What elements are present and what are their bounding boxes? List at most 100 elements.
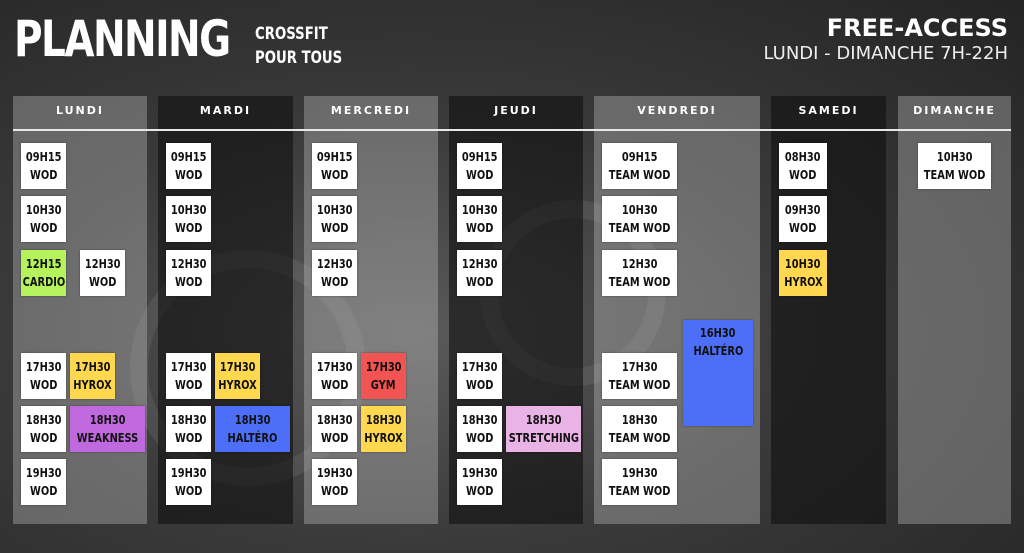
class-name: WOD [465,168,494,182]
class-name: HYROX [218,378,257,392]
class-time: 12H30 [461,257,498,271]
class-time: 19H30 [25,466,62,480]
class-card[interactable]: 19H30 WOD [312,459,357,505]
class-name: WOD [465,484,494,498]
class-name: WOD [174,275,203,289]
class-name: WOD [174,484,203,498]
class-name: WOD [174,378,203,392]
class-card[interactable]: 18H30 WOD [21,406,66,452]
class-name: WOD [465,275,494,289]
class-card[interactable]: 08H30 WOD [779,143,827,189]
day-name: MARDI [199,104,252,117]
class-name: WOD [320,275,349,289]
page-title: PLANNING [14,10,231,68]
class-card[interactable]: 17H30 TEAM WOD [602,353,677,399]
subtitle-line: CROSSFIT [255,24,328,44]
class-time: 18H30 [461,413,498,427]
class-name: HYROX [364,431,403,445]
class-time: 19H30 [316,466,353,480]
class-card[interactable]: 12H30 WOD [166,250,211,296]
day-name: VENDREDI [637,104,717,117]
class-time: 19H30 [621,466,658,480]
class-name: CARDIO [22,275,65,289]
class-card[interactable]: 17H30 WOD [166,353,211,399]
class-card[interactable]: 10H30 HYROX [779,250,827,296]
class-card[interactable]: 18H30 WEAKNESS [70,406,145,452]
class-card[interactable]: 19H30 WOD [21,459,66,505]
class-card[interactable]: 10H30 WOD [312,196,357,242]
class-time: 17H30 [365,360,402,374]
class-name: WOD [88,275,117,289]
class-card[interactable]: 09H15 WOD [21,143,66,189]
class-card[interactable]: 12H30 WOD [457,250,502,296]
class-card[interactable]: 12H15 CARDIO [21,250,66,296]
class-card[interactable]: 18H30 HALTÉRO [215,406,290,452]
class-name: WOD [465,221,494,235]
class-card[interactable]: 09H30 WOD [779,196,827,242]
class-card[interactable]: 17H30 HYROX [215,353,260,399]
day-name: DIMANCHE [913,104,996,117]
class-card[interactable]: 18H30 TEAM WOD [602,406,677,452]
day-name: SAMEDI [798,104,859,117]
class-card[interactable]: 18H30 HYROX [361,406,406,452]
class-name: GYM [371,378,396,392]
class-name: TEAM WOD [608,378,671,392]
class-card[interactable]: 12H30 WOD [312,250,357,296]
class-time: 17H30 [25,360,62,374]
class-time: 10H30 [316,203,353,217]
subtitle-line: POUR TOUS [255,48,343,68]
class-card[interactable]: 10H30 TEAM WOD [602,196,677,242]
class-card[interactable]: 10H30 TEAM WOD [918,143,991,189]
class-time: 09H15 [170,150,207,164]
class-name: TEAM WOD [608,431,671,445]
class-card[interactable]: 17H30 WOD [457,353,502,399]
class-name: HALTÉRO [693,344,743,358]
class-time: 18H30 [316,413,353,427]
class-time: 10H30 [25,203,62,217]
class-card[interactable]: 17H30 WOD [312,353,357,399]
header-divider [13,129,1011,131]
class-name: WOD [320,378,349,392]
class-time: 09H15 [461,150,498,164]
class-card[interactable]: 17H30 GYM [361,353,406,399]
class-time: 17H30 [461,360,498,374]
class-name: TEAM WOD [923,168,986,182]
class-name: WOD [465,378,494,392]
class-name: HYROX [73,378,112,392]
class-card[interactable]: 10H30 WOD [166,196,211,242]
class-name: WOD [29,221,58,235]
class-time: 18H30 [25,413,62,427]
class-card[interactable]: 09H15 WOD [457,143,502,189]
class-card[interactable]: 09H15 WOD [166,143,211,189]
class-time: 17H30 [316,360,353,374]
class-card[interactable]: 12H30 TEAM WOD [602,250,677,296]
class-card[interactable]: 12H30 WOD [80,250,125,296]
class-name: WOD [29,431,58,445]
class-card[interactable]: 19H30 TEAM WOD [602,459,677,505]
class-name: WOD [174,431,203,445]
class-time: 18H30 [365,413,402,427]
class-card[interactable]: 10H30 WOD [457,196,502,242]
class-card[interactable]: 09H15 WOD [312,143,357,189]
class-time: 18H30 [89,413,126,427]
class-time: 12H30 [84,257,121,271]
class-card[interactable]: 18H30 WOD [312,406,357,452]
class-card[interactable]: 18H30 WOD [457,406,502,452]
class-name: WOD [320,484,349,498]
class-time: 18H30 [170,413,207,427]
class-name: WOD [320,168,349,182]
class-card[interactable]: 17H30 WOD [21,353,66,399]
class-card[interactable]: 18H30 WOD [166,406,211,452]
class-time: 12H30 [316,257,353,271]
class-card[interactable]: 09H15 TEAM WOD [602,143,677,189]
class-card[interactable]: 16H30 HALTÉRO [683,320,753,426]
class-card[interactable]: 18H30 STRETCHING [506,406,581,452]
class-card[interactable]: 17H30 HYROX [70,353,115,399]
class-card[interactable]: 19H30 WOD [166,459,211,505]
class-card[interactable]: 10H30 WOD [21,196,66,242]
class-time: 16H30 [700,326,736,340]
class-time: 17H30 [170,360,207,374]
class-name: HYROX [783,275,823,289]
class-time: 09H15 [621,150,658,164]
class-card[interactable]: 19H30 WOD [457,459,502,505]
